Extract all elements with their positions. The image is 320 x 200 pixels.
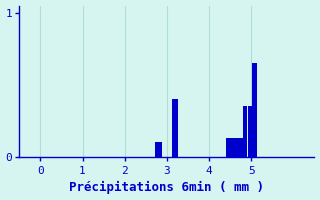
Bar	[248, 106, 252, 157]
X-axis label: Précipitations 6min ( mm ): Précipitations 6min ( mm )	[69, 181, 264, 194]
Bar	[252, 63, 257, 157]
Bar	[243, 106, 247, 157]
Bar	[155, 142, 162, 157]
Bar	[226, 138, 243, 157]
Bar	[172, 99, 179, 157]
